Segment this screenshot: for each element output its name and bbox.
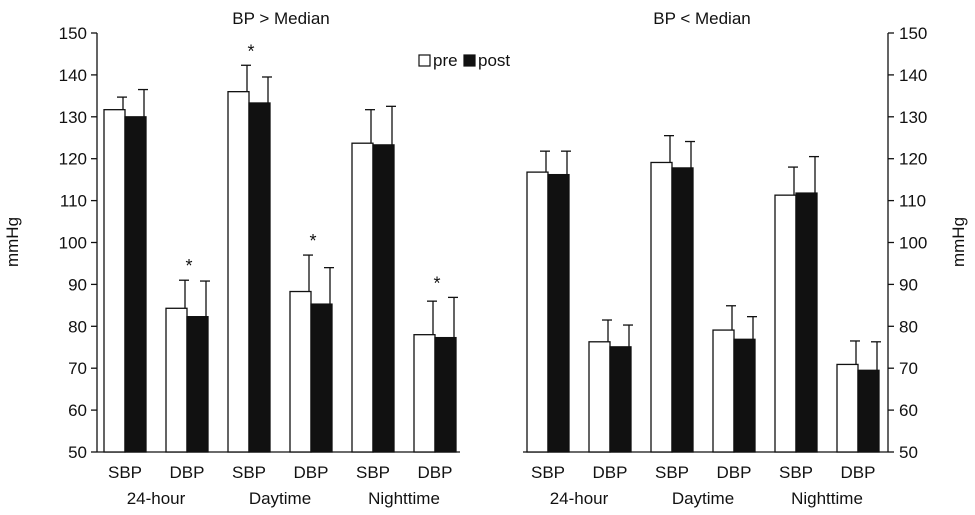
- y-tick-label: 60: [68, 401, 87, 420]
- significance-marker: *: [309, 231, 316, 251]
- bar-pre-3: [227, 91, 250, 453]
- bar-post-2: [186, 316, 209, 453]
- legend: pre post: [418, 51, 510, 70]
- y-tick-label: 90: [68, 275, 87, 294]
- x-tick-label: DBP: [294, 463, 329, 482]
- bar-pre-3: [650, 161, 673, 453]
- y-tick-label: 120: [899, 150, 927, 169]
- bar-pre-6: [836, 363, 859, 453]
- x-tick-label: SBP: [655, 463, 689, 482]
- bar-pre-2: [588, 341, 611, 453]
- y-tick-label: 60: [899, 401, 918, 420]
- x-tick-label: SBP: [531, 463, 565, 482]
- bar-post-6: [434, 336, 457, 453]
- x-tick-label: DBP: [593, 463, 628, 482]
- y-tick-label: 110: [899, 192, 926, 211]
- x-tick-label: SBP: [108, 463, 142, 482]
- y-tick-label: 90: [899, 275, 918, 294]
- bar-pre-2: [165, 307, 188, 453]
- chart-panel-1: BP > Median mmHg 50 60 70 80 90 100 110 120 130 140…: [3, 9, 460, 508]
- y-tick-label: 110: [60, 192, 87, 211]
- chart-title: BP < Median: [653, 9, 751, 28]
- bar-post-4: [733, 338, 756, 453]
- significance-marker: *: [185, 256, 192, 276]
- bar-pre-4: [712, 329, 735, 453]
- bar-post-5: [372, 144, 395, 453]
- legend-label-pre: pre: [433, 51, 458, 70]
- x-tick-label: DBP: [418, 463, 453, 482]
- bar-pre-6: [413, 334, 436, 453]
- significance-marker: *: [433, 273, 440, 293]
- y-tick-label: 120: [59, 150, 87, 169]
- x-tick-label: DBP: [841, 463, 876, 482]
- y-tick-label: 80: [68, 317, 87, 336]
- x-tick-label: SBP: [779, 463, 813, 482]
- x-tick-label: SBP: [356, 463, 390, 482]
- bar-post-3: [671, 167, 694, 453]
- y-tick-label: 150: [899, 24, 927, 43]
- x-group-label: Daytime: [249, 489, 311, 508]
- bar-post-5: [795, 192, 818, 453]
- y-tick-label: 50: [68, 443, 87, 462]
- bar-pre-1: [526, 171, 549, 453]
- x-tick-label: DBP: [170, 463, 205, 482]
- x-group-label: 24-hour: [127, 489, 186, 508]
- y-tick-label: 80: [899, 317, 918, 336]
- bar-pre-5: [351, 142, 374, 453]
- bar-post-3: [248, 102, 271, 453]
- bar-post-2: [609, 346, 632, 453]
- significance-marker: *: [247, 41, 254, 61]
- y-tick-label: 130: [59, 108, 87, 127]
- y-tick-label: 150: [59, 24, 87, 43]
- y-tick-label: 140: [899, 66, 927, 85]
- bar-post-6: [857, 369, 880, 453]
- y-axis-label: mmHg: [3, 217, 22, 267]
- y-axis-label: mmHg: [949, 217, 968, 267]
- bar-pre-5: [774, 194, 797, 453]
- x-tick-label: DBP: [717, 463, 752, 482]
- x-group-label: Daytime: [672, 489, 734, 508]
- x-group-label: Nighttime: [368, 489, 440, 508]
- bar-post-1: [547, 173, 570, 453]
- x-group-label: Nighttime: [791, 489, 863, 508]
- y-tick-label: 140: [59, 66, 87, 85]
- y-tick-label: 100: [899, 234, 927, 253]
- y-tick-label: 70: [899, 359, 918, 378]
- chart-title: BP > Median: [232, 9, 330, 28]
- x-group-label: 24-hour: [550, 489, 609, 508]
- legend-swatch-pre: [418, 54, 431, 67]
- y-tick-label: 130: [899, 108, 927, 127]
- y-tick-label: 70: [68, 359, 87, 378]
- bar-post-4: [310, 303, 333, 453]
- chart-panel-2: BP < Median mmHg 50 60 70 80 90 100 110 120 130 140…: [523, 9, 968, 508]
- y-tick-label: 100: [59, 234, 87, 253]
- legend-label-post: post: [478, 51, 510, 70]
- y-tick-label: 50: [899, 443, 918, 462]
- legend-swatch-post: [463, 54, 476, 67]
- x-tick-label: SBP: [232, 463, 266, 482]
- bar-post-1: [124, 116, 147, 453]
- bar-pre-1: [103, 109, 126, 453]
- bar-pre-4: [289, 290, 312, 453]
